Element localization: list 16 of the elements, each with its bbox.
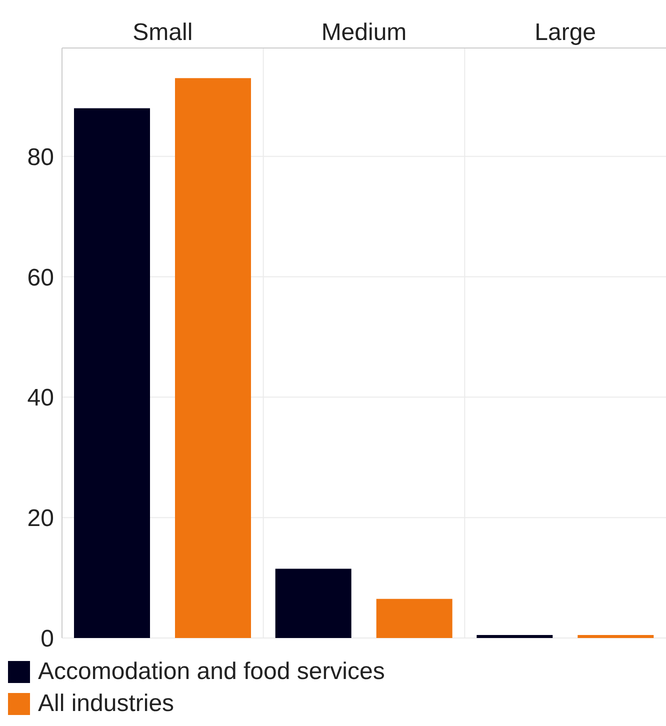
bar	[476, 634, 553, 638]
y-tick-label: 20	[27, 505, 54, 532]
bar	[175, 78, 251, 638]
bar	[74, 108, 150, 638]
bar	[578, 634, 654, 638]
y-tick-label: 0	[40, 626, 54, 653]
legend-label: All industries	[38, 690, 174, 718]
y-tick-label: 60	[27, 264, 54, 292]
legend-label: Accomodation and food services	[38, 658, 385, 686]
y-tick-label: 40	[27, 384, 54, 412]
x-tick-label: Medium	[321, 19, 407, 46]
x-tick-label: Small	[132, 19, 193, 46]
y-tick-label: 80	[27, 144, 54, 171]
x-tick-label: Large	[534, 19, 596, 46]
bar	[376, 598, 452, 638]
bar	[275, 568, 352, 638]
